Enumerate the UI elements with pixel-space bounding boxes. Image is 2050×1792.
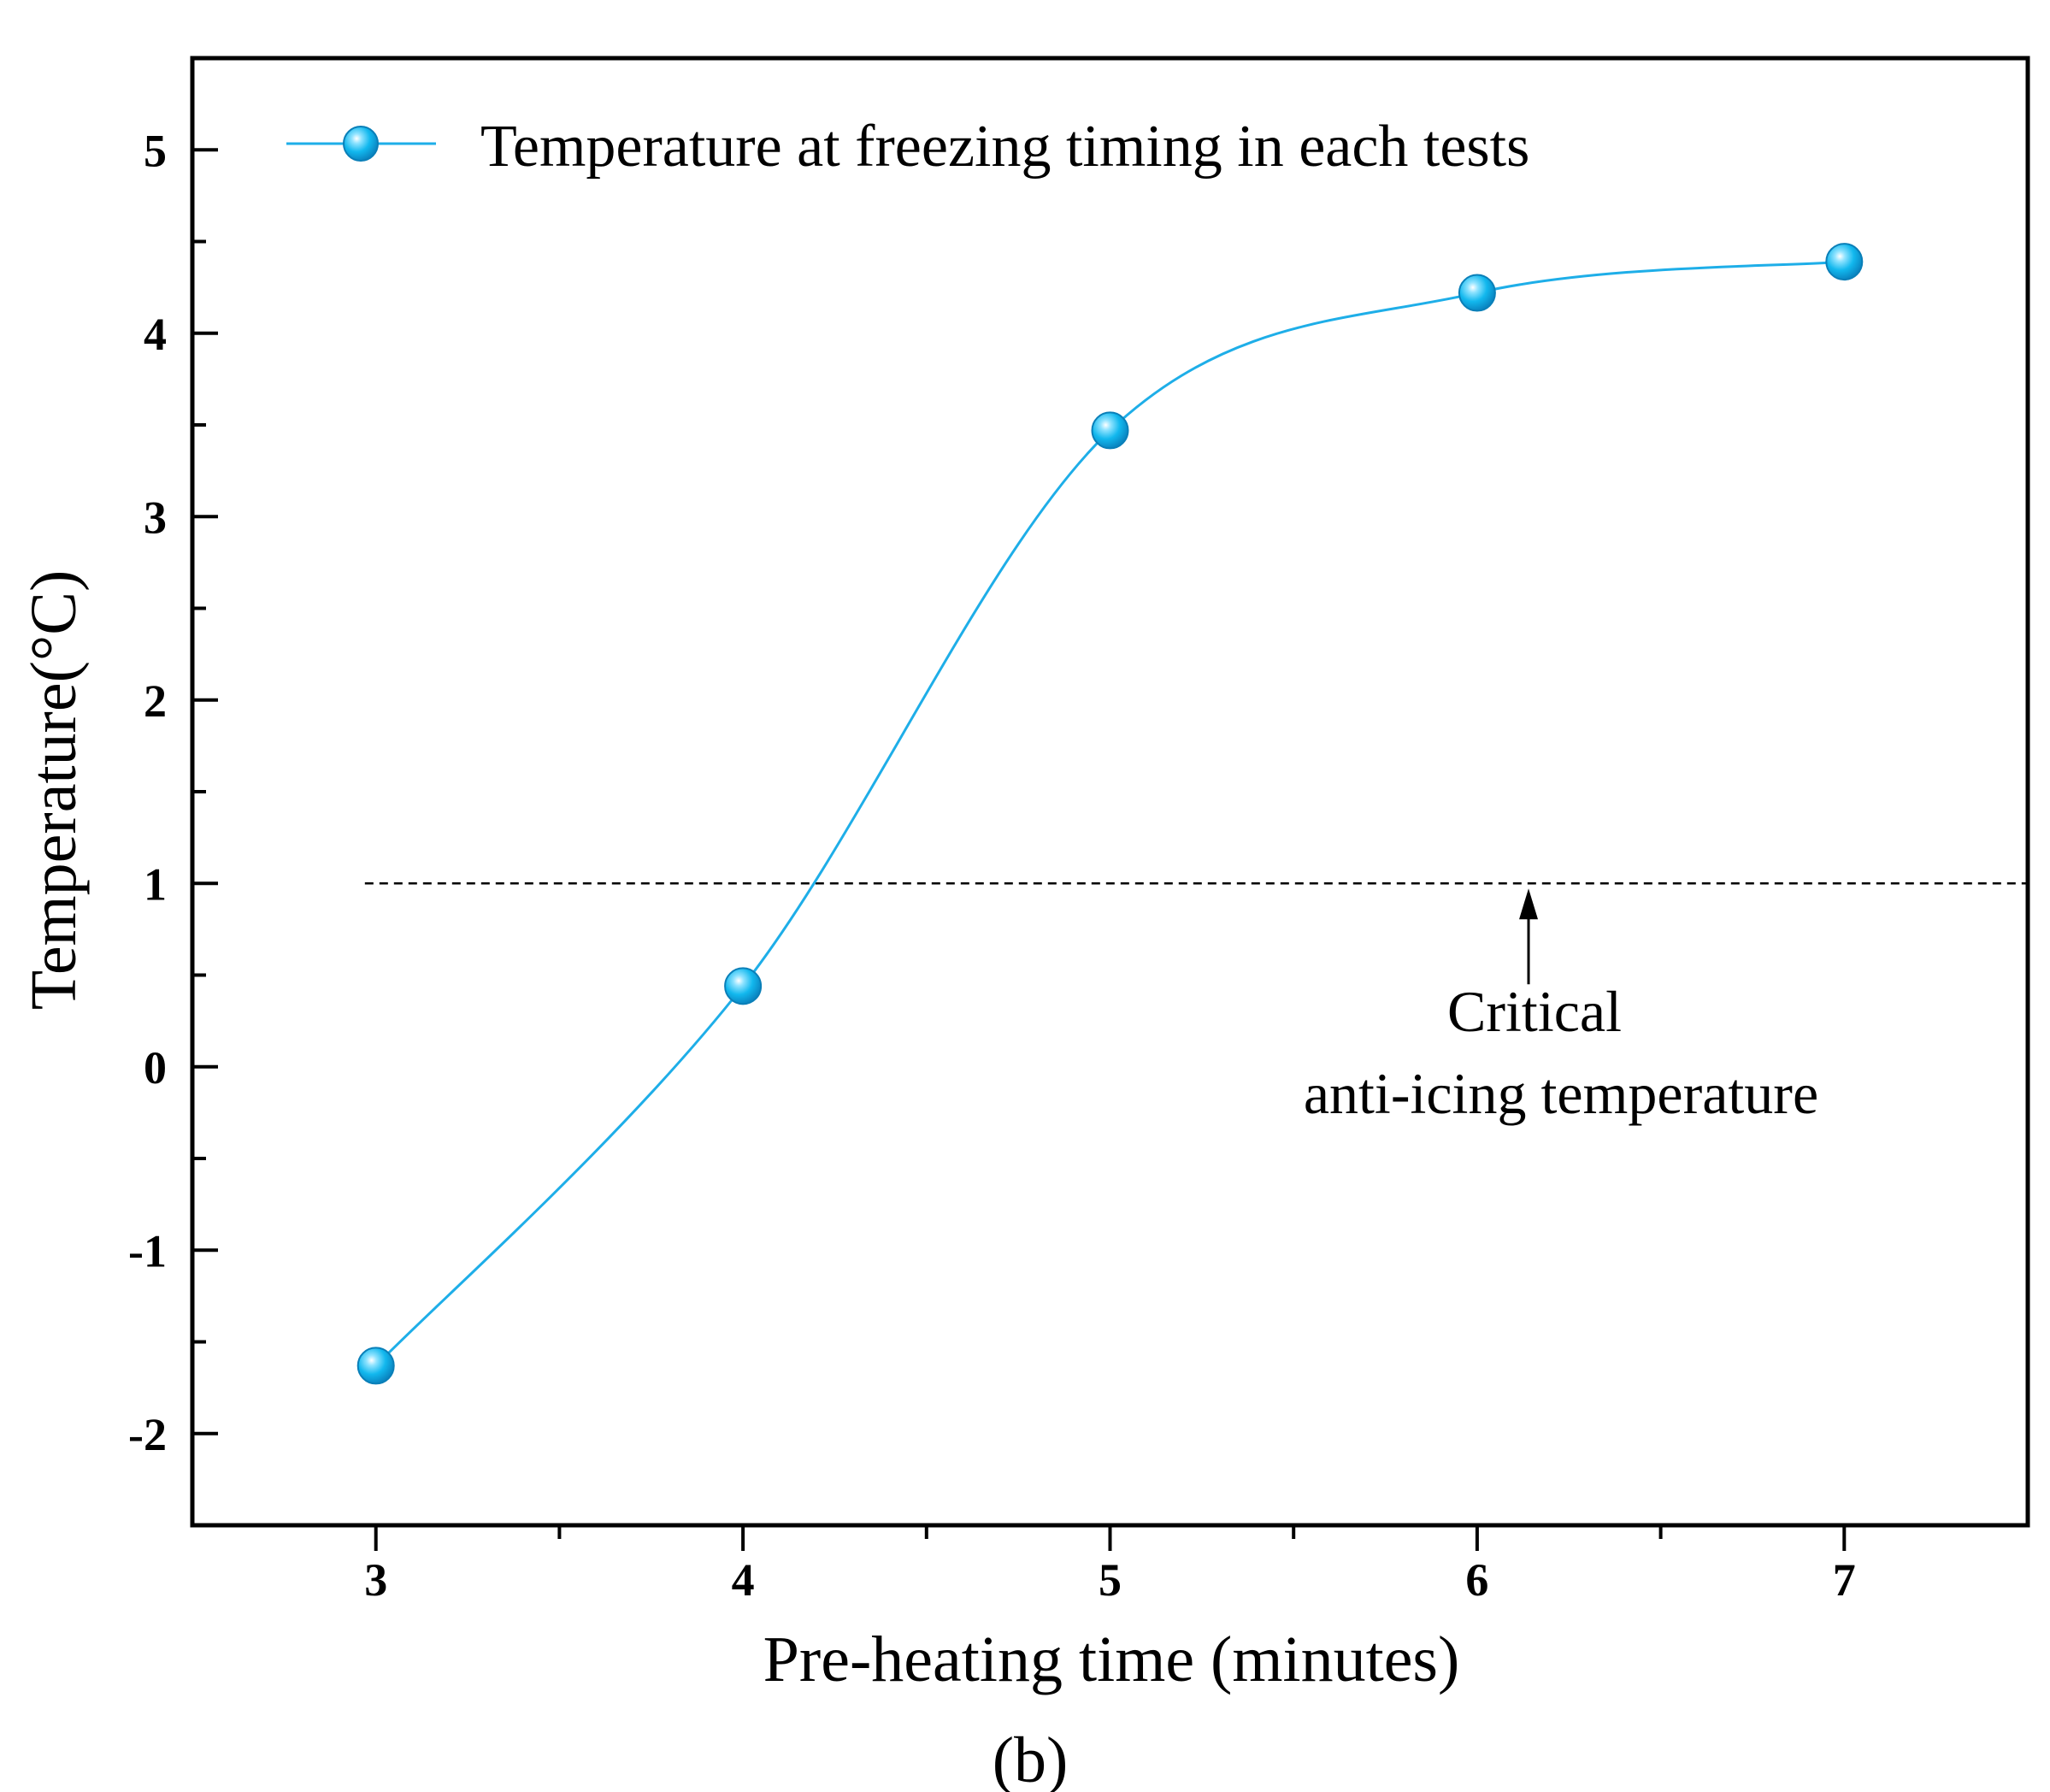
y-axis-label: Temperature(°C) [18,570,90,1011]
x-axis-ticks: 3 4 5 6 7 [364,1525,1856,1606]
panel-label: (b) [993,1724,1069,1792]
annotation-line-1: Critical [1447,979,1622,1044]
plot-frame [190,56,2030,1528]
legend: Temperature at freezing timing in each t… [286,114,1529,180]
y-tick-label: 5 [144,125,167,176]
data-point [724,967,763,1005]
x-tick-label: 6 [1465,1554,1488,1606]
series-line [374,260,1845,1367]
y-tick-label: 1 [144,858,167,910]
data-point [1458,274,1496,312]
legend-marker [343,126,379,162]
y-axis-ticks: -2 -1 0 1 2 3 4 5 [128,125,218,1460]
x-tick-label: 4 [732,1554,755,1606]
data-point [356,1347,395,1385]
y-tick-label: 3 [144,492,167,543]
y-tick-label: -2 [128,1409,167,1460]
annotation-arrow-head [1519,888,1539,920]
y-tick-label: 4 [144,309,167,360]
x-tick-label: 3 [364,1554,387,1606]
data-point [1825,243,1864,281]
legend-label: Temperature at freezing timing in each t… [480,114,1529,180]
data-point [1091,411,1129,450]
x-axis-label: Pre-heating time (minutes) [763,1624,1460,1695]
annotation: Critical anti-icing temperature [1304,888,1818,1126]
y-tick-label: 0 [144,1042,167,1093]
y-tick-label: -1 [128,1225,167,1276]
x-tick-label: 5 [1099,1554,1122,1606]
series-layer [356,243,1864,1385]
x-tick-label: 7 [1833,1554,1856,1606]
annotation-line-2: anti-icing temperature [1304,1061,1818,1126]
y-tick-label: 2 [144,675,167,727]
